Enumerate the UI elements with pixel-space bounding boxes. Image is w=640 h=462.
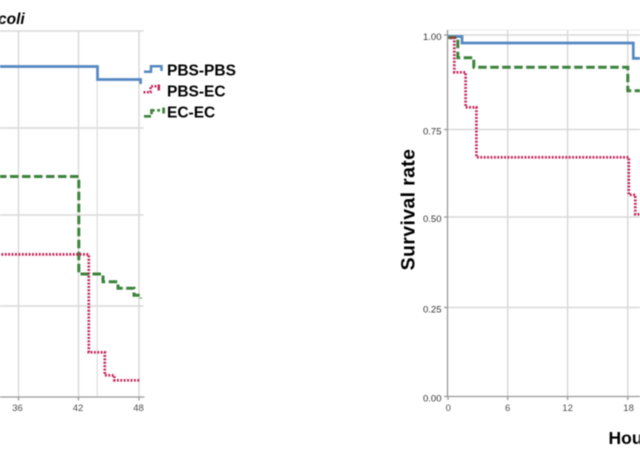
svg-text:Hours: Hours [609,428,640,448]
svg-text:12: 12 [562,403,573,414]
svg-text:0.75: 0.75 [423,126,442,137]
svg-text:48: 48 [133,403,144,414]
svg-text:PBS-PBS: PBS-PBS [167,62,236,79]
svg-text:6: 6 [505,403,510,414]
svg-text:1.00: 1.00 [423,32,442,43]
svg-text:42: 42 [73,403,84,414]
svg-text:0.50: 0.50 [423,214,442,225]
svg-text:Survival rate: Survival rate [398,149,420,271]
svg-text:0: 0 [446,403,451,414]
svg-text:18: 18 [623,403,634,414]
svg-text:PBS-EC: PBS-EC [167,83,226,100]
svg-text:coli: coli [0,11,25,28]
svg-text:36: 36 [12,403,23,414]
svg-text:0.00: 0.00 [423,393,442,404]
svg-text:0.25: 0.25 [423,304,442,315]
svg-text:EC-EC: EC-EC [167,105,215,122]
